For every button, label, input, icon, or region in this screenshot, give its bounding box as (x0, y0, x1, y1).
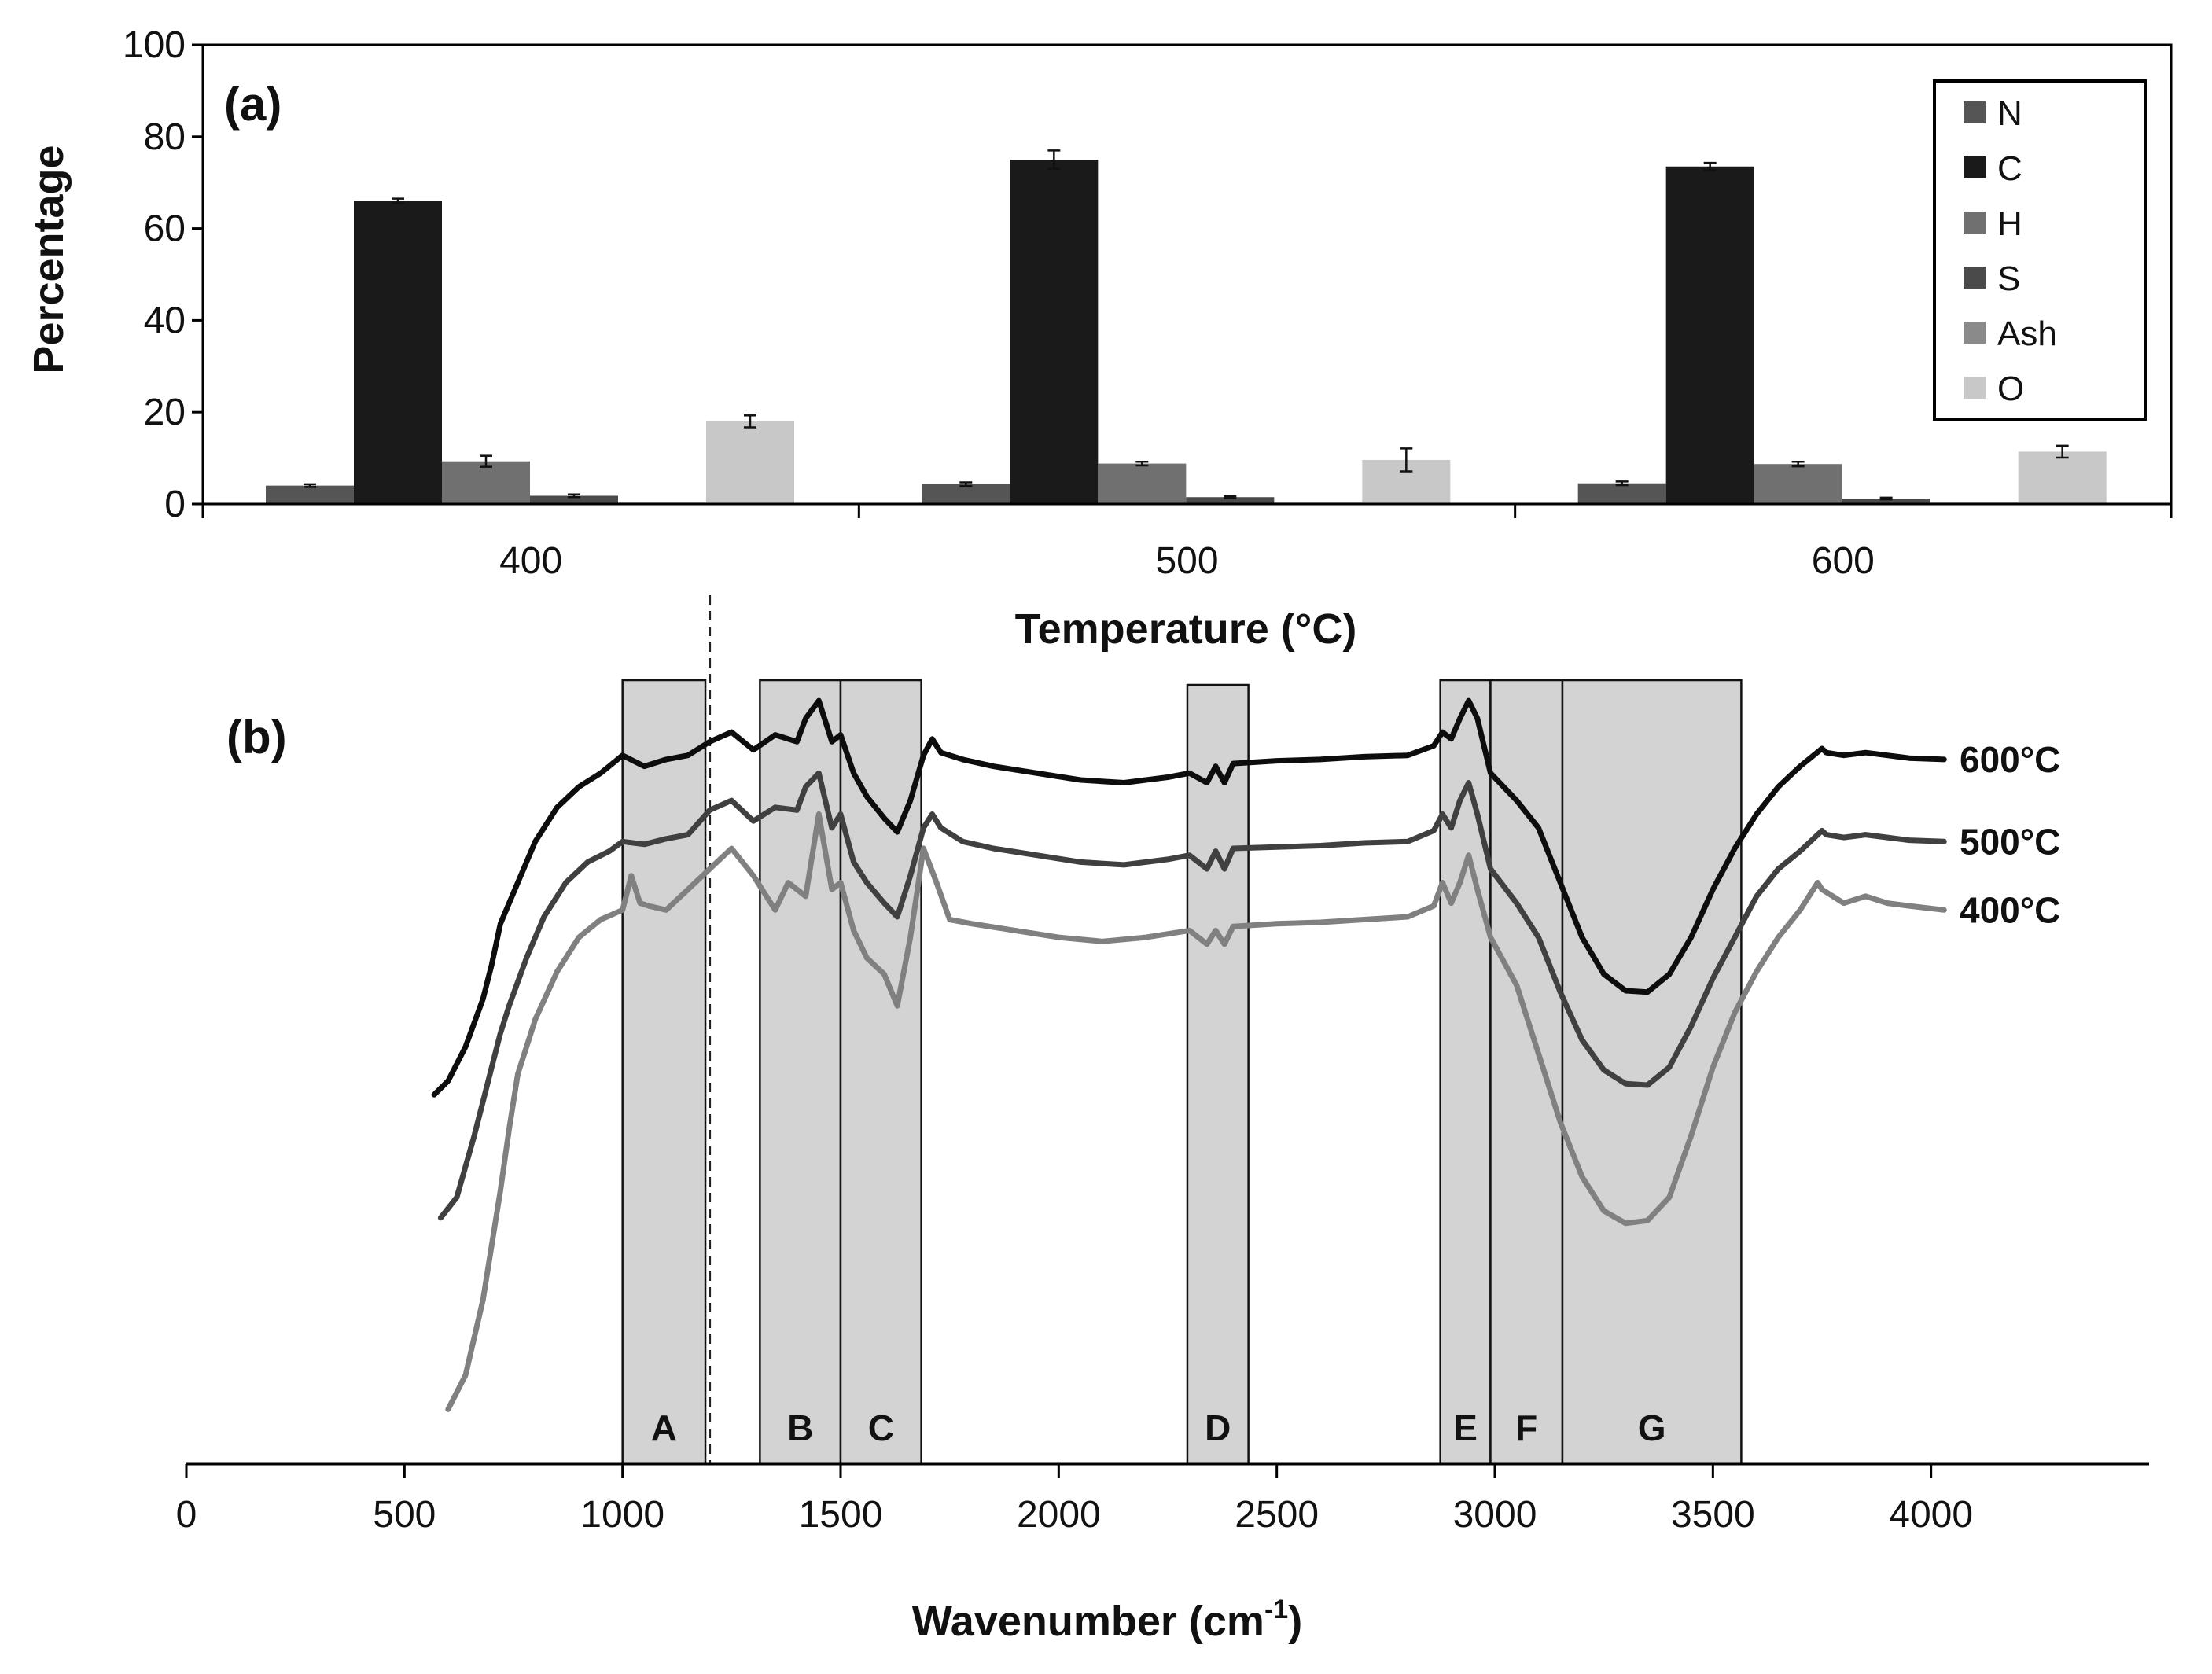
panel-b-x-axis-title-end: ) (1288, 1598, 1302, 1645)
spectrum-curve-600c (431, 697, 1947, 1098)
bar-o-400 (706, 421, 794, 504)
x-category-label: 400 (499, 540, 562, 582)
band-e (1439, 679, 1492, 1466)
panel-a-y-axis-title: Percentage (25, 145, 72, 373)
x-tick-label: 3500 (1671, 1494, 1755, 1536)
bar-h-400 (442, 461, 530, 504)
band-label-b: B (787, 1407, 813, 1448)
panel-a-label: (a) (224, 78, 282, 131)
legend-label-ash: Ash (1997, 315, 2057, 353)
x-tick-label: 0 (176, 1494, 197, 1536)
x-tick-label: 500 (373, 1494, 436, 1536)
bar-s-400 (530, 495, 618, 504)
legend-label-h: H (1997, 204, 2022, 243)
bar-s-500 (1186, 497, 1275, 504)
panel-a-x-axis-title: Temperature (°C) (1015, 605, 1357, 653)
bar-n-400 (266, 485, 354, 504)
spectrum-curve-500c (437, 770, 1947, 1221)
band-d (1186, 683, 1250, 1466)
legend-label-n: N (1997, 94, 2022, 133)
y-tick-label: 40 (144, 300, 186, 341)
band-label-f: F (1515, 1407, 1537, 1448)
bar-c-500 (1010, 160, 1099, 504)
curve-label-500c: 500°C (1960, 821, 2060, 862)
panel-b-x-axis-title-main: Wavenumber (cm (912, 1598, 1264, 1645)
x-tick-label: 1000 (580, 1494, 664, 1536)
band-label-a: A (651, 1407, 677, 1448)
y-tick-label: 80 (144, 116, 186, 158)
legend-swatch-o (1964, 377, 1986, 399)
curve-label-600c: 600°C (1960, 739, 2060, 780)
legend-box (1933, 79, 2147, 421)
x-category-label: 500 (1155, 540, 1218, 582)
band-label-d: D (1205, 1407, 1231, 1448)
curve-label-400c: 400°C (1960, 889, 2060, 930)
band-a (621, 679, 707, 1466)
y-tick-label: 20 (144, 392, 186, 433)
band-label-e: E (1453, 1407, 1478, 1448)
x-tick-label: 1500 (799, 1494, 883, 1536)
band-label-g: G (1638, 1407, 1666, 1448)
y-tick-label: 100 (123, 24, 186, 66)
bar-n-600 (1577, 483, 1666, 504)
spectrum-curve-400c (445, 811, 1947, 1412)
legend-swatch-ash (1964, 322, 1986, 344)
panel-b-label: (b) (226, 711, 287, 763)
bar-c-600 (1665, 166, 1754, 504)
panel-b-x-axis: 0 500 1000 1500 2000 2500 3000 3500 4000 (176, 1462, 2149, 1536)
bar-n-500 (922, 484, 1010, 504)
legend-swatch-c (1964, 156, 1986, 178)
spectra-curves: 600°C 500°C 400°C (431, 697, 2060, 1412)
x-tick-label: 2500 (1235, 1494, 1319, 1536)
bar-c-400 (354, 201, 442, 504)
bar-s-600 (1842, 498, 1930, 504)
y-tick-label: 60 (144, 208, 186, 250)
x-tick-label: 2000 (1017, 1494, 1101, 1536)
panel-b-x-axis-title-superscript: -1 (1264, 1595, 1288, 1624)
legend-swatch-n (1964, 101, 1986, 123)
x-tick-label: 3000 (1453, 1494, 1537, 1536)
legend-label-s: S (1997, 259, 2020, 298)
legend-label-o: O (1997, 370, 2024, 408)
legend-label-c: C (1997, 149, 2022, 188)
legend-swatch-s (1964, 267, 1986, 289)
band-f (1489, 679, 1564, 1466)
bar-o-600 (2018, 451, 2107, 504)
panel-a-bar-chart: 0 20 40 60 80 100 400 500 600 (a) Percentage Te… (25, 24, 2173, 653)
panel-a-bars (266, 149, 2107, 504)
bar-h-500 (1098, 463, 1187, 504)
bar-h-600 (1754, 464, 1842, 504)
band-label-c: C (868, 1407, 894, 1448)
panel-b-x-axis-title: Wavenumber (cm-1) (912, 1595, 1302, 1645)
x-tick-label: 4000 (1889, 1494, 1973, 1536)
panel-a-y-axis: 0 20 40 60 80 100 (123, 24, 203, 525)
legend-swatch-h (1964, 212, 1986, 234)
band-g (1561, 679, 1743, 1466)
panel-a-x-axis: 400 500 600 (201, 502, 2173, 582)
x-category-label: 600 (1812, 540, 1875, 582)
y-tick-label: 0 (164, 484, 186, 525)
